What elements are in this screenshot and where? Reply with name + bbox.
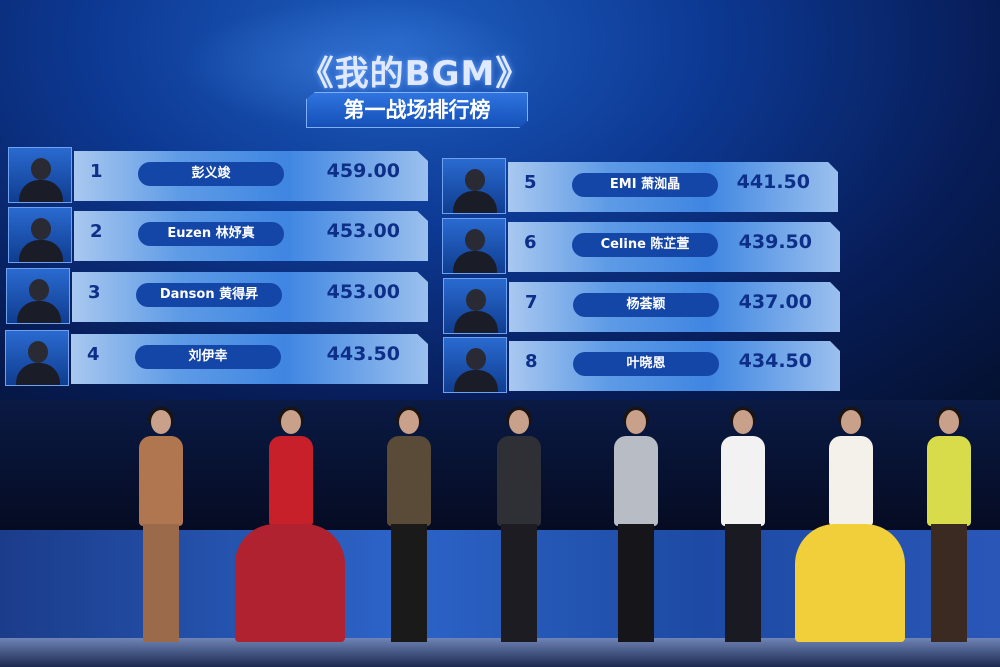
contestant-photo xyxy=(8,207,72,263)
show-title: 《我的BGM》 xyxy=(299,54,531,94)
performer xyxy=(707,407,777,645)
contestant-name: Celine 陈芷萱 xyxy=(572,233,718,257)
contestant-score: 443.50 xyxy=(326,343,400,365)
contestant-score: 434.50 xyxy=(738,350,812,372)
ranking-row: 2 Euzen 林妤真 453.00 xyxy=(8,207,428,263)
contestant-name: Danson 黄得昇 xyxy=(136,283,282,307)
contestant-score: 453.00 xyxy=(326,220,400,242)
rank-number: 4 xyxy=(87,344,100,365)
performer xyxy=(795,407,905,645)
contestant-photo xyxy=(442,218,506,274)
contestant-photo xyxy=(6,268,70,324)
performer xyxy=(373,407,443,645)
performer xyxy=(913,407,983,645)
ranking-row: 8 叶晓恩 434.50 xyxy=(443,337,840,393)
ranking-subtitle: 第一战场排行榜 xyxy=(306,92,528,128)
performer xyxy=(125,407,195,645)
contestant-name: 杨荟颖 xyxy=(573,293,719,317)
ranking-row: 5 EMI 萧洳晶 441.50 xyxy=(442,158,838,214)
rank-number: 2 xyxy=(90,221,103,242)
ranking-row: 4 刘伊幸 443.50 xyxy=(5,330,428,386)
performer xyxy=(483,407,553,645)
ranking-row: 1 彭义竣 459.00 xyxy=(8,147,428,203)
performer xyxy=(235,407,345,645)
contestant-score: 437.00 xyxy=(738,291,812,313)
ranking-row: 7 杨荟颖 437.00 xyxy=(443,278,840,334)
contestant-score: 453.00 xyxy=(326,281,400,303)
rank-number: 3 xyxy=(88,282,101,303)
ranking-row: 6 Celine 陈芷萱 439.50 xyxy=(442,218,840,274)
contestant-photo xyxy=(8,147,72,203)
contestant-photo xyxy=(5,330,69,386)
contestant-photo xyxy=(442,158,506,214)
rank-number: 7 xyxy=(525,292,538,313)
rank-number: 8 xyxy=(525,351,538,372)
contestant-score: 441.50 xyxy=(736,171,810,193)
contestant-name: 刘伊幸 xyxy=(135,345,281,369)
contestant-score: 459.00 xyxy=(326,160,400,182)
contestant-photo xyxy=(443,278,507,334)
contestant-name: 叶晓恩 xyxy=(573,352,719,376)
contestant-name: 彭义竣 xyxy=(138,162,284,186)
led-screen: 《我的BGM》 第一战场排行榜 1 彭义竣 459.00 2 Euzen 林妤真… xyxy=(0,0,1000,410)
contestant-name: EMI 萧洳晶 xyxy=(572,173,718,197)
contestant-name: Euzen 林妤真 xyxy=(138,222,284,246)
contestant-photo xyxy=(443,337,507,393)
rank-number: 5 xyxy=(524,172,537,193)
stage-floor xyxy=(0,638,1000,667)
performer xyxy=(600,407,670,645)
rank-number: 1 xyxy=(90,161,103,182)
rank-number: 6 xyxy=(524,232,537,253)
contestant-score: 439.50 xyxy=(738,231,812,253)
ranking-row: 3 Danson 黄得昇 453.00 xyxy=(6,268,428,324)
